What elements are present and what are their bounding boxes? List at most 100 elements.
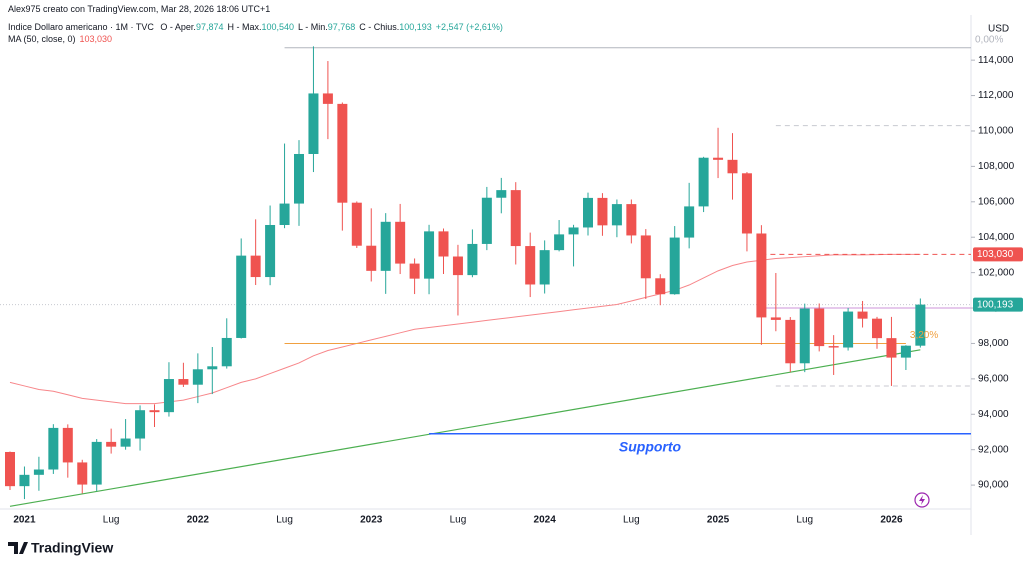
brand: TradingView (31, 540, 113, 556)
candle-body (48, 427, 59, 470)
candle-body (640, 235, 651, 279)
candle-body (135, 410, 146, 439)
candle-body (207, 366, 218, 370)
candle-body (149, 410, 160, 413)
ma-line (9, 253, 921, 405)
candle-body (843, 311, 854, 348)
candle-body (756, 233, 767, 318)
ohlc-value: 100,540 (261, 22, 295, 32)
candle-body (741, 173, 752, 234)
price-badge-label: 100,193 (977, 299, 1014, 310)
candle-body (496, 190, 507, 198)
x-tick-label: Lug (450, 515, 467, 526)
symbol: Indice Dollaro americano · 1M · TVC (8, 22, 154, 32)
candle-body (265, 224, 276, 278)
ma-legend: MA (50, close, 0) 103,030 (8, 34, 116, 44)
x-tick-label: 2024 (534, 515, 557, 526)
candle-body (698, 157, 709, 207)
event-icon-bolt (919, 495, 925, 505)
candle-body (814, 308, 825, 347)
ohlc-label: O - Aper. (160, 22, 196, 32)
candle-body (424, 231, 435, 279)
candle-body (294, 153, 304, 204)
x-tick-label: Lug (276, 515, 293, 526)
ohlc-label: H - Max. (227, 22, 262, 32)
ohlc-label: L - Min. (298, 22, 328, 32)
candle-body (33, 469, 44, 475)
candle-body (236, 255, 247, 338)
ma-name: MA (50, close, 0) (8, 34, 76, 44)
attribution: Alex975 creato con TradingView.com, Mar … (8, 4, 271, 14)
candle-body (467, 243, 478, 276)
candle-body (785, 319, 796, 364)
y-tick-label: 98,000 (978, 338, 1009, 349)
price-badge (973, 297, 1023, 312)
ohlc-value: 100,193 (399, 22, 432, 32)
candle-body (62, 427, 73, 463)
level-label: Supporto (619, 438, 682, 454)
x-tick-label: Lug (623, 515, 640, 526)
y-tick-label: 108,000 (978, 161, 1015, 172)
y-tick-label: 90,000 (978, 480, 1009, 491)
ohlc-value: 97,874 (195, 22, 224, 32)
candle-body (19, 474, 30, 487)
candle-body (525, 246, 536, 285)
candle-body (799, 308, 810, 364)
candle-body (886, 338, 897, 358)
legend: Indice Dollaro americano · 1M · TVC O - … (8, 22, 507, 32)
candle-body (409, 263, 420, 279)
x-tick-label: 2025 (707, 515, 730, 526)
candle-body (857, 311, 868, 319)
candle-body (279, 203, 290, 225)
y-tick-label: 106,000 (978, 196, 1015, 207)
ohlc-label: C - Chius. (359, 22, 400, 32)
candle-body (452, 256, 463, 276)
ohlc-value: 97,768 (327, 22, 356, 32)
candle-body (120, 438, 131, 447)
candle-body (192, 369, 203, 385)
y-tick-label: 104,000 (978, 232, 1015, 243)
x-tick-label: 2026 (880, 515, 903, 526)
candle-body (395, 221, 406, 264)
candle-body (438, 231, 449, 257)
candle-body (583, 197, 593, 228)
y-tick-label: 102,000 (978, 267, 1015, 278)
event-icon[interactable] (914, 492, 930, 508)
y-tick-label: 94,000 (978, 409, 1009, 420)
candle-body (684, 206, 695, 238)
candle-body (655, 278, 666, 295)
y-tick-label: 114,000 (978, 55, 1014, 66)
ma-value: 103,030 (79, 34, 113, 44)
candle-body (539, 250, 550, 285)
candle-body (713, 157, 724, 160)
plot-area (0, 46, 971, 507)
candle-body (221, 337, 232, 367)
candle-body (308, 93, 319, 154)
candle-body (5, 451, 15, 487)
candle-body (337, 103, 348, 203)
y-tick-label: 92,000 (978, 444, 1009, 455)
candle-body (915, 304, 926, 346)
candle-body (106, 441, 117, 447)
candle-body (727, 159, 738, 174)
candle-body (568, 227, 579, 235)
x-tick-label: 2021 (13, 515, 36, 526)
x-tick-label: Lug (796, 515, 813, 526)
candle-body (872, 318, 882, 339)
trendline (9, 349, 921, 507)
candle-body (178, 379, 189, 385)
candle-body (900, 345, 911, 358)
x-tick-label: 2023 (360, 515, 383, 526)
candle-body (669, 237, 680, 295)
candle-body (597, 197, 608, 226)
price-badge (973, 247, 1023, 262)
y-tick-label: 112,000 (978, 90, 1014, 101)
candle-body (380, 221, 391, 271)
candle-body (163, 379, 174, 413)
level-label: 3,20% (910, 330, 938, 341)
candle-body (322, 93, 333, 104)
candle-body (366, 245, 377, 271)
y-tick-label: 96,000 (978, 374, 1009, 385)
